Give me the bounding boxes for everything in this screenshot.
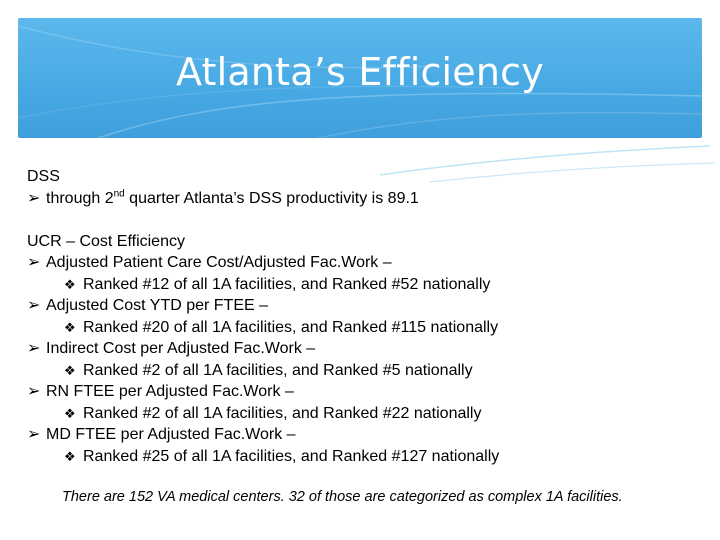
ucr-item-detail-text: Ranked #25 of all 1A facilities, and Ran…: [83, 447, 500, 465]
arrow-bullet-icon: ➢: [27, 383, 41, 400]
slide-body: DSS ➢ through 2nd quarter Atlanta’s DSS p…: [27, 166, 707, 467]
arrow-bullet-icon: ➢: [27, 297, 41, 314]
ucr-heading: UCR – Cost Efficiency: [27, 232, 185, 250]
arrow-bullet-icon: ➢: [27, 189, 41, 207]
ucr-item: ➢ MD FTEE per Adjusted Fac.Work –: [27, 424, 707, 446]
diamond-bullet-icon: ❖: [64, 362, 76, 378]
dss-bullet-superscript: nd: [113, 188, 125, 200]
diamond-bullet-icon: ❖: [64, 405, 76, 421]
slide-title: Atlanta’s Efficiency: [176, 50, 544, 94]
ucr-item: ➢ Indirect Cost per Adjusted Fac.Work –: [27, 338, 707, 360]
ucr-item-detail-text: Ranked #12 of all 1A facilities, and Ran…: [83, 275, 491, 293]
ucr-item-detail-text: Ranked #2 of all 1A facilities, and Rank…: [83, 404, 482, 422]
diamond-bullet-icon: ❖: [64, 319, 76, 335]
dss-bullet-text-end: quarter Atlanta’s DSS productivity is 89…: [124, 189, 419, 207]
ucr-item-label: MD FTEE per Adjusted Fac.Work –: [46, 426, 296, 443]
diamond-bullet-icon: ❖: [64, 276, 76, 292]
footnote: There are 152 VA medical centers. 32 of …: [62, 489, 623, 505]
arrow-bullet-icon: ➢: [27, 426, 41, 443]
arrow-bullet-icon: ➢: [27, 254, 41, 271]
ucr-item-detail: ❖ Ranked #2 of all 1A facilities, and Ran…: [27, 360, 707, 382]
ucr-item: ➢ Adjusted Cost YTD per FTEE –: [27, 295, 707, 317]
dss-bullet-text: through 2: [46, 189, 114, 207]
title-banner: [18, 18, 702, 138]
ucr-item-label: RN FTEE per Adjusted Fac.Work –: [46, 383, 294, 400]
ucr-item-detail: ❖ Ranked #12 of all 1A facilities, and Ra…: [27, 274, 707, 296]
banner-swoosh-decoration: [18, 25, 702, 138]
ucr-item-label: Adjusted Cost YTD per FTEE –: [46, 297, 269, 314]
ucr-item-detail: ❖ Ranked #25 of all 1A facilities, and Ra…: [27, 446, 707, 468]
arrow-bullet-icon: ➢: [27, 340, 41, 357]
diamond-bullet-icon: ❖: [64, 448, 76, 464]
ucr-item: ➢ Adjusted Patient Care Cost/Adjusted Fac…: [27, 252, 707, 274]
dss-bullet: ➢ through 2nd quarter Atlanta’s DSS produ…: [27, 188, 707, 210]
ucr-item-label: Adjusted Patient Care Cost/Adjusted Fac.…: [46, 254, 392, 271]
dss-heading: DSS: [27, 168, 60, 185]
ucr-item-detail: ❖ Ranked #20 of all 1A facilities, and Ra…: [27, 317, 707, 339]
ucr-item-detail: ❖ Ranked #2 of all 1A facilities, and Ran…: [27, 403, 707, 425]
ucr-item: ➢ RN FTEE per Adjusted Fac.Work –: [27, 381, 707, 403]
ucr-item-label: Indirect Cost per Adjusted Fac.Work –: [46, 340, 316, 357]
ucr-item-detail-text: Ranked #20 of all 1A facilities, and Ran…: [83, 318, 499, 336]
ucr-item-detail-text: Ranked #2 of all 1A facilities, and Rank…: [83, 361, 473, 379]
